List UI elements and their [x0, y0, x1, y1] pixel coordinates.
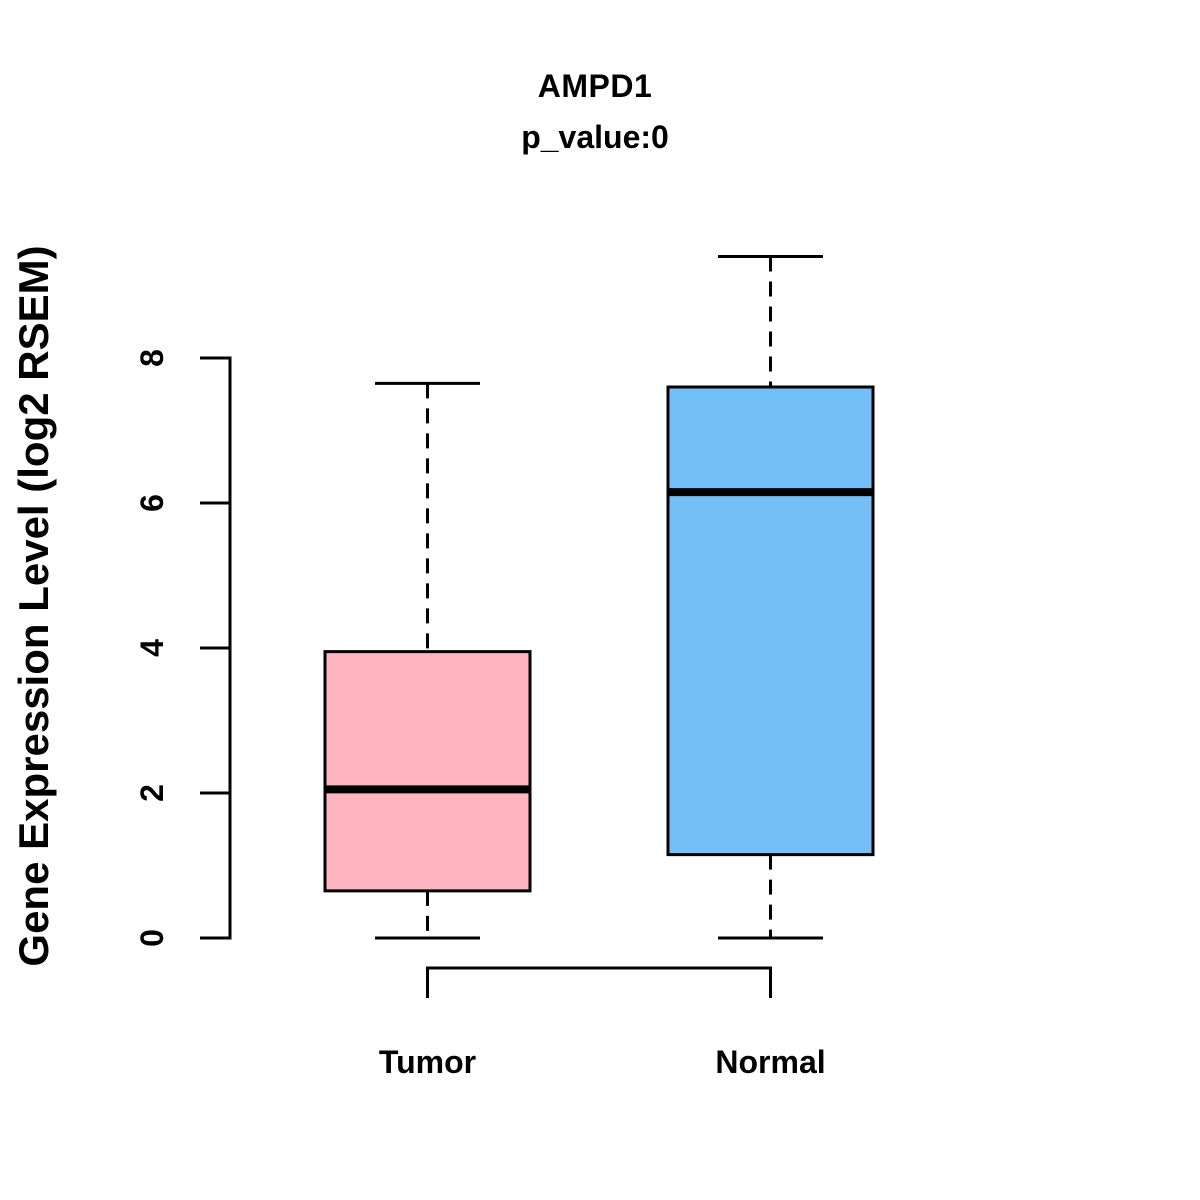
y-tick-label-8: 8 — [134, 349, 170, 367]
chart-subtitle: p_value:0 — [521, 119, 669, 155]
y-tick-label-2: 2 — [134, 784, 170, 802]
chart-title: AMPD1 — [537, 68, 653, 104]
normal-box — [666, 385, 875, 857]
group-axis-bracket — [426, 966, 772, 998]
y-tick-label-6: 6 — [134, 494, 170, 512]
x-label-tumor: Tumor — [379, 1044, 476, 1080]
y-tick-label-4: 4 — [134, 639, 170, 657]
tumor-box — [323, 650, 532, 893]
y-tick-label-0: 0 — [134, 929, 170, 947]
x-label-normal: Normal — [715, 1044, 825, 1080]
